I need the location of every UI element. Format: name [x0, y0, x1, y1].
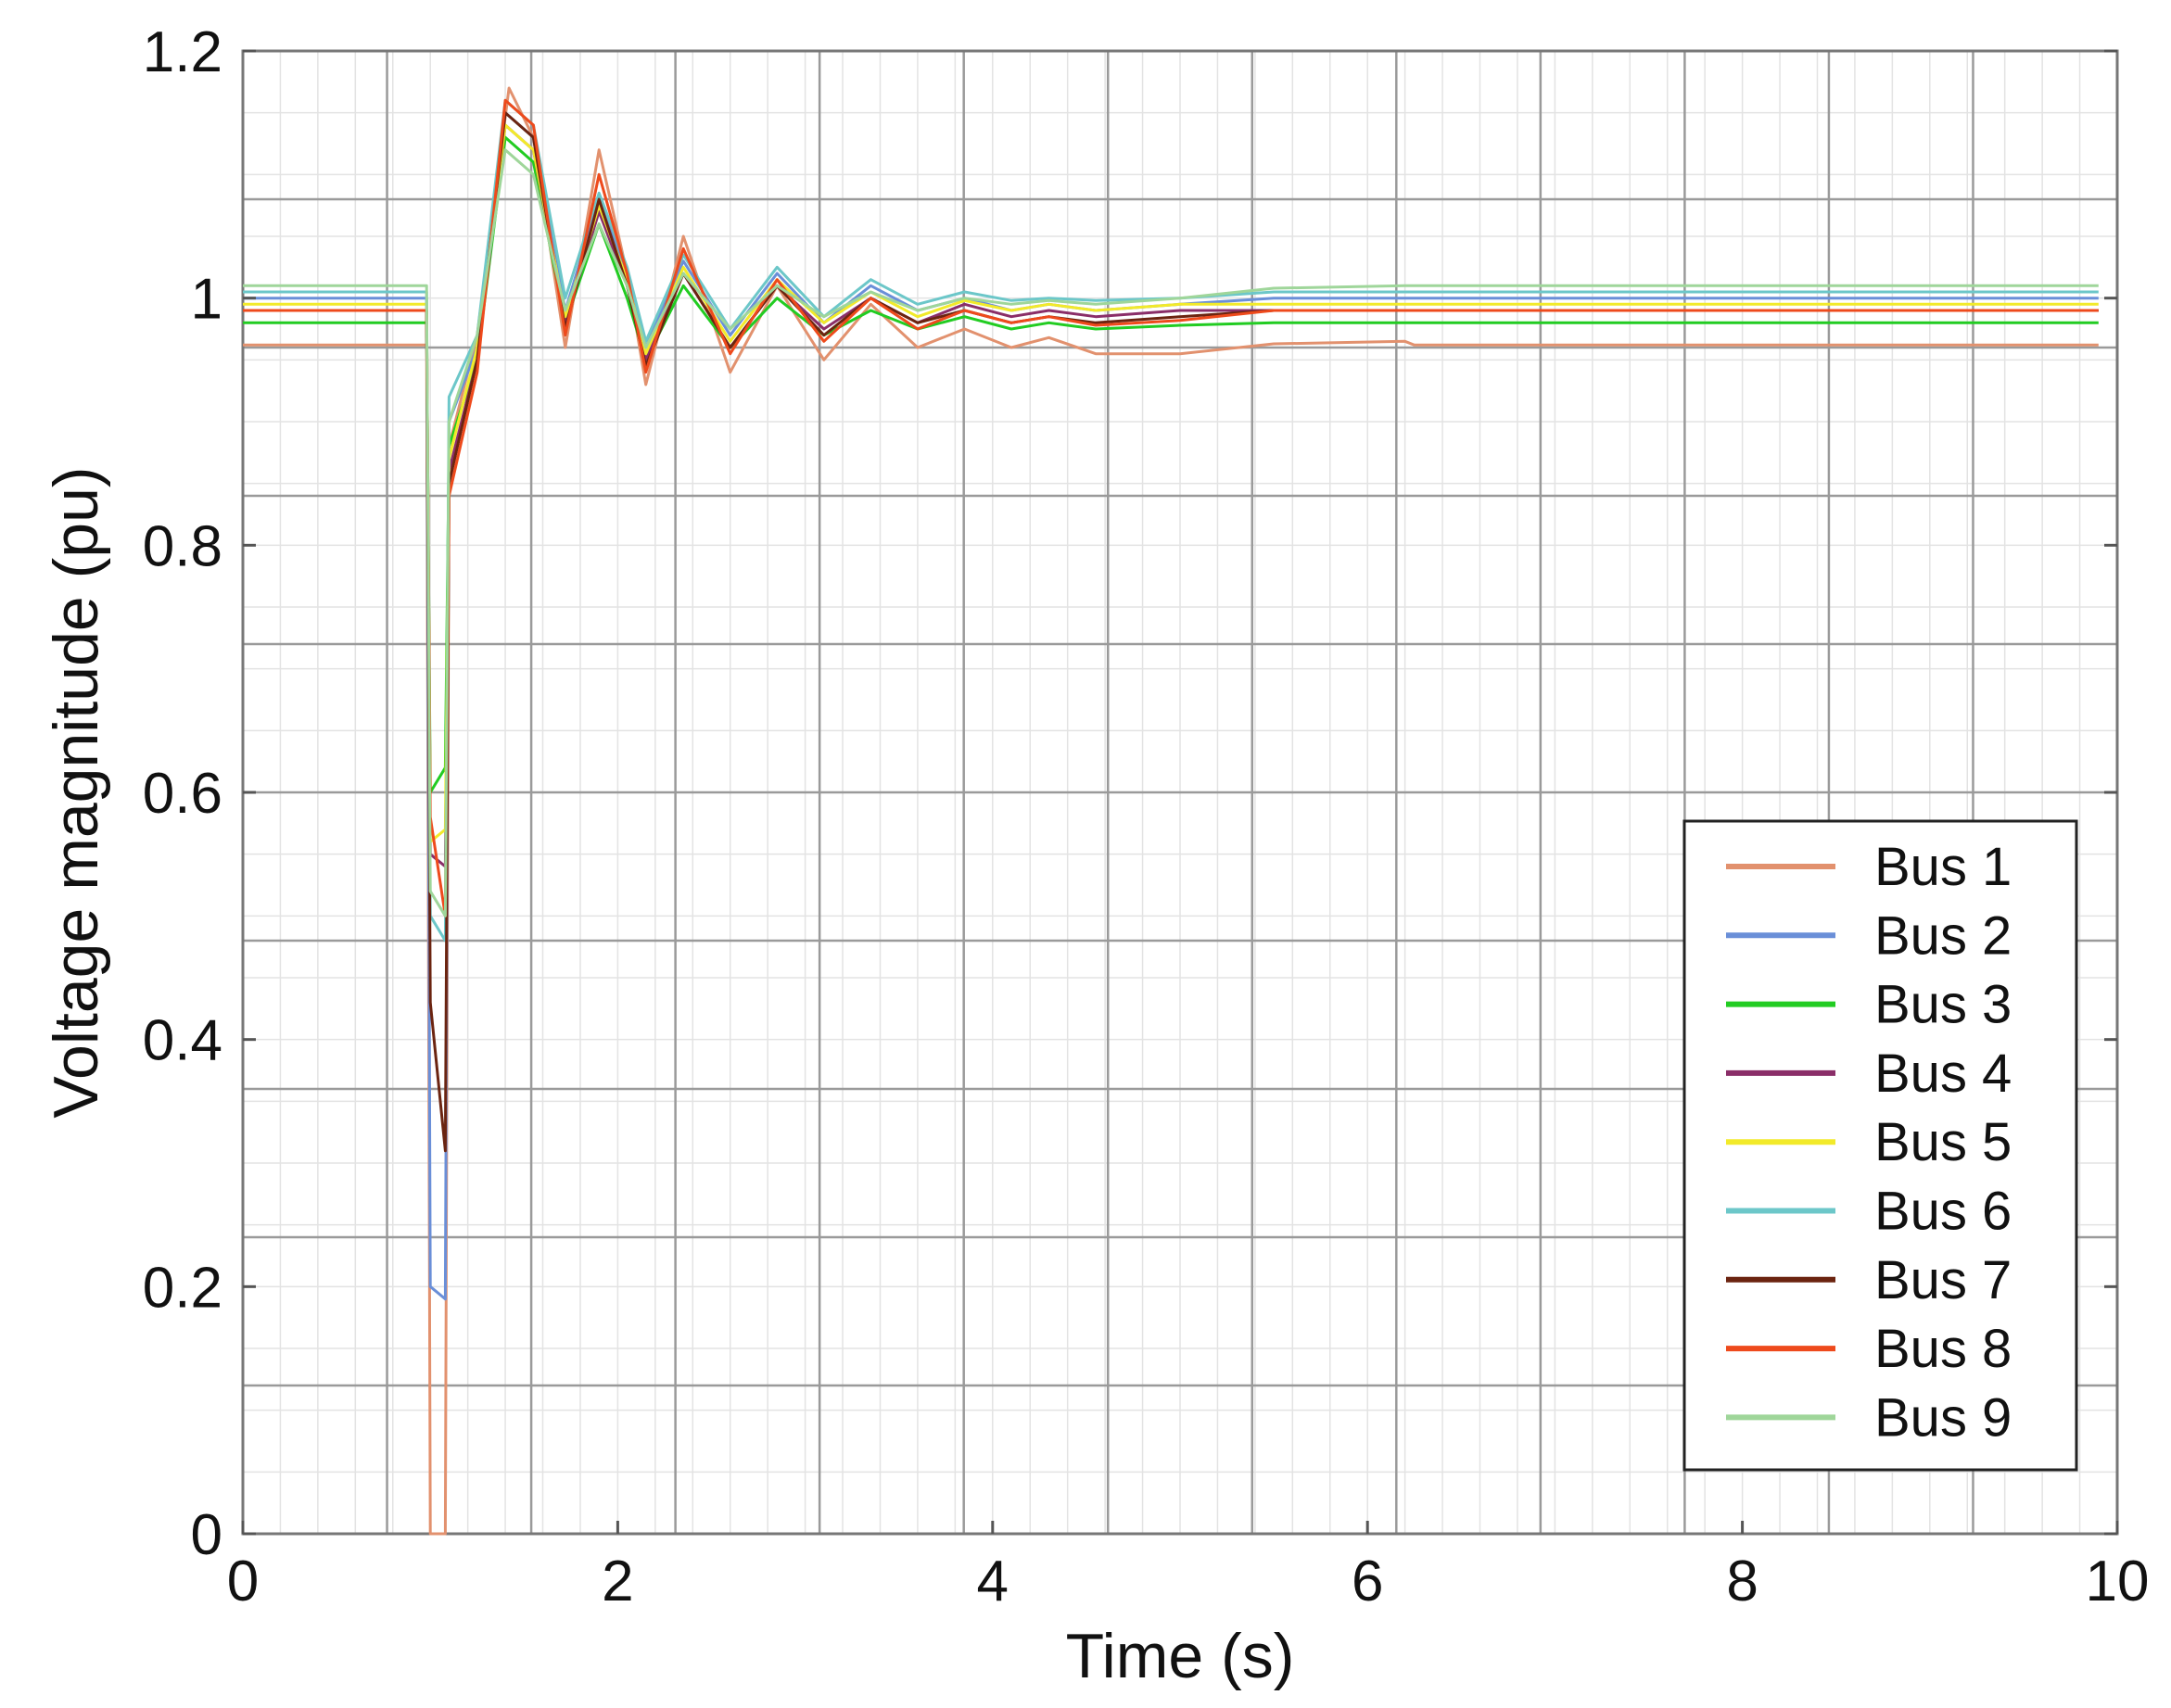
- series-line-bus-1: [243, 86, 2099, 1536]
- legend-label: Bus 9: [1874, 1387, 2012, 1448]
- legend-box: [1682, 819, 2078, 1472]
- x-tick-label: 8: [1726, 1550, 1758, 1613]
- legend-label: Bus 1: [1874, 837, 2012, 897]
- legend-label: Bus 7: [1874, 1250, 2012, 1310]
- legend-label: Bus 6: [1874, 1182, 2012, 1242]
- y-tick-label: 1.2: [143, 20, 222, 84]
- y-tick-label: 1: [191, 268, 222, 332]
- y-tick-label: 0.4: [143, 1009, 222, 1073]
- legend-label: Bus 2: [1874, 905, 2012, 966]
- x-tick-label: 6: [1352, 1550, 1383, 1613]
- y-tick-label: 0.6: [143, 762, 222, 826]
- y-tick-label: 0.8: [143, 514, 222, 578]
- legend-label: Bus 8: [1874, 1319, 2012, 1379]
- x-tick-label: 2: [602, 1550, 633, 1613]
- legend-label: Bus 3: [1874, 975, 2012, 1035]
- x-tick-label: 10: [2086, 1550, 2150, 1613]
- legend-label: Bus 5: [1874, 1112, 2012, 1172]
- x-tick-label: 4: [977, 1550, 1009, 1613]
- x-axis-label: Time (s): [1066, 1621, 1295, 1691]
- series-line-bus-9: [243, 148, 2099, 917]
- legend-label: Bus 4: [1874, 1044, 2012, 1104]
- y-tick-label: 0: [191, 1503, 222, 1567]
- x-tick-label: 0: [227, 1550, 259, 1613]
- y-axis-label: Voltage magnitude (pu): [41, 466, 111, 1118]
- y-tick-label: 0.2: [143, 1256, 222, 1320]
- series-line-bus-6: [243, 98, 2099, 943]
- legend: Bus 1 Bus 2 Bus 3 Bus 4 Bus 5 Bus 6 Bus 7 Bus 8…: [1682, 819, 2078, 1472]
